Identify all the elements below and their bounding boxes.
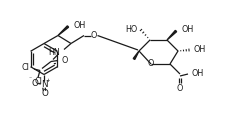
Text: O: O: [62, 56, 68, 65]
Text: Cl: Cl: [21, 63, 29, 72]
Text: O: O: [177, 84, 183, 93]
Polygon shape: [58, 26, 69, 36]
Text: Cl: Cl: [35, 78, 43, 86]
Text: OH: OH: [192, 70, 204, 78]
Text: ⁻: ⁻: [29, 78, 32, 82]
Text: O: O: [32, 79, 38, 88]
Text: OH: OH: [194, 46, 206, 55]
Text: N: N: [41, 80, 47, 89]
Text: O: O: [148, 59, 154, 69]
Text: OH: OH: [73, 21, 85, 30]
Text: HO: HO: [125, 25, 137, 34]
Text: HN: HN: [48, 48, 60, 57]
Text: OH: OH: [181, 25, 193, 34]
Text: O: O: [91, 31, 97, 40]
Polygon shape: [133, 51, 139, 59]
Polygon shape: [167, 30, 177, 40]
Text: O: O: [41, 89, 48, 99]
Text: +: +: [45, 78, 50, 84]
